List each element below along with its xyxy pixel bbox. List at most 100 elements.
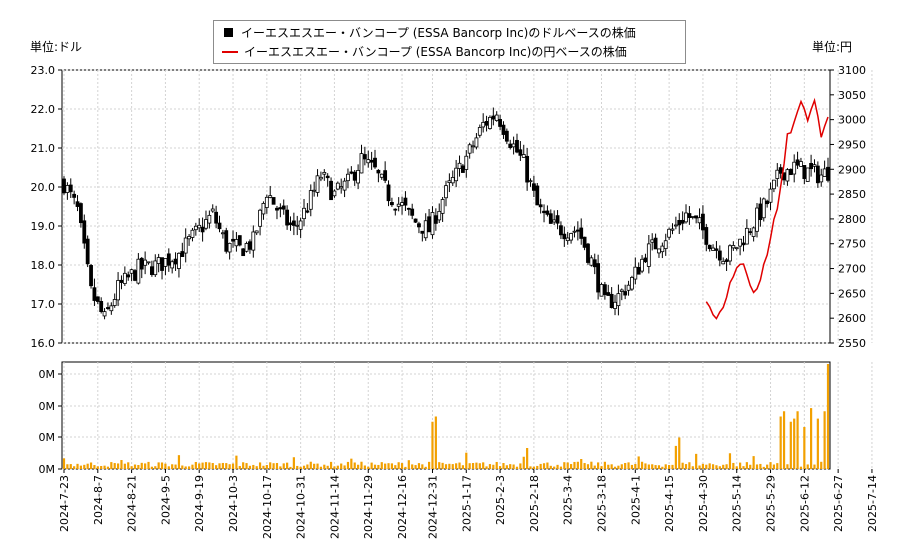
volume-bar [269, 462, 272, 469]
volume-bar [505, 465, 508, 469]
candle-body [190, 229, 195, 238]
candle-body [271, 197, 276, 205]
candle-body [302, 207, 306, 220]
volume-bar [384, 463, 387, 469]
x-tick-label: 2024-11-29 [362, 475, 375, 539]
candle-body [481, 121, 486, 128]
candle-body [467, 144, 472, 154]
candle-body [755, 207, 759, 232]
volume-bar [191, 464, 194, 469]
x-tick-label: 2024-7-23 [58, 475, 71, 532]
candle-body [200, 226, 205, 233]
volume-bar [421, 464, 424, 469]
volume-bar [691, 466, 694, 469]
volume-bar [468, 463, 471, 469]
volume-bar [83, 464, 86, 469]
volume-bar [313, 463, 316, 469]
candle-body [288, 222, 293, 226]
volume-bar [519, 463, 522, 469]
volume-bar [208, 462, 211, 469]
candle-body [464, 155, 469, 170]
volume-bar [776, 463, 779, 469]
candle-body [788, 168, 793, 176]
chart-legend: イーエスエスエー・バンコープ (ESSA Bancorp Inc)のドルベースの… [213, 20, 686, 64]
candle-body [572, 230, 577, 233]
candle-body [254, 230, 259, 234]
candle-body [562, 233, 567, 240]
candle-body [234, 239, 239, 247]
candle-body [139, 257, 144, 270]
volume-bar [451, 464, 454, 469]
candle-body [315, 175, 320, 193]
candle-body [180, 251, 185, 258]
volume-bar [89, 462, 93, 469]
volume-bar [343, 465, 346, 469]
candle-body [646, 243, 651, 267]
volume-bar [559, 466, 563, 469]
volume-bar [367, 466, 370, 469]
x-tick-label: 2025-7-14 [866, 475, 879, 532]
candle-body [673, 224, 678, 227]
candle-body [704, 227, 709, 245]
candle-body [491, 115, 496, 120]
candle-body [701, 213, 705, 231]
volume-bar [485, 466, 488, 469]
volume-bar [718, 466, 721, 469]
candle-body [545, 210, 550, 215]
volume-bar [123, 463, 126, 469]
volume-bar [116, 463, 120, 469]
volume-bar [471, 463, 475, 469]
candle-body [427, 216, 431, 233]
volume-bar [130, 466, 133, 469]
volume-bar [228, 464, 231, 469]
y-right-tick-label: 2850 [838, 188, 866, 201]
volume-bar [573, 461, 576, 469]
volume-bar [482, 462, 485, 469]
candle-body [802, 165, 807, 179]
candle-body [298, 220, 303, 230]
candle-body [633, 266, 638, 280]
candle-body [623, 291, 628, 296]
candle-body [261, 203, 266, 215]
candle-body [112, 299, 117, 306]
volume-bar [174, 464, 177, 469]
volume-bar [698, 465, 701, 469]
volume-bar [593, 465, 596, 469]
candle-body [758, 203, 763, 221]
volume-bar [634, 464, 637, 469]
volume-bar [380, 462, 383, 469]
volume-bar [187, 466, 191, 469]
volume-bar [394, 465, 397, 469]
volume-bar [319, 466, 323, 469]
volume-bar [292, 457, 295, 469]
candle-body [231, 238, 235, 242]
x-tick-label: 2024-8-7 [92, 475, 105, 525]
legend-item-yen: イーエスエスエー・バンコープ (ESSA Bancorp Inc)の円ベースの株… [222, 42, 627, 62]
candle-body [210, 208, 215, 212]
candle-body [555, 215, 560, 224]
volume-bar [215, 465, 218, 469]
candle-body [488, 116, 492, 129]
volume-bar [465, 452, 468, 469]
volume-bar [478, 463, 481, 469]
y-left-tick-label: 16.0 [31, 337, 56, 350]
candle-body [193, 225, 198, 231]
candle-body [795, 159, 800, 166]
candle-body [738, 238, 743, 247]
candle-body [508, 143, 513, 148]
candle-body [177, 252, 181, 269]
legend-label-dollar: イーエスエスエー・バンコープ (ESSA Bancorp Inc)のドルベースの… [241, 26, 636, 40]
candle-body [285, 209, 290, 226]
candle-body [410, 208, 415, 216]
volume-bar [569, 464, 573, 469]
y-left-tick-label: 18.0 [31, 259, 56, 272]
candle-body [227, 242, 232, 253]
y-right-tick-label: 2600 [838, 312, 866, 325]
volume-bar [458, 462, 461, 469]
candle-body [525, 155, 530, 183]
candle-body [744, 227, 749, 245]
candle-body [751, 227, 756, 237]
candle-body [383, 170, 388, 181]
y-left-tick-label: 20.0 [31, 181, 56, 194]
